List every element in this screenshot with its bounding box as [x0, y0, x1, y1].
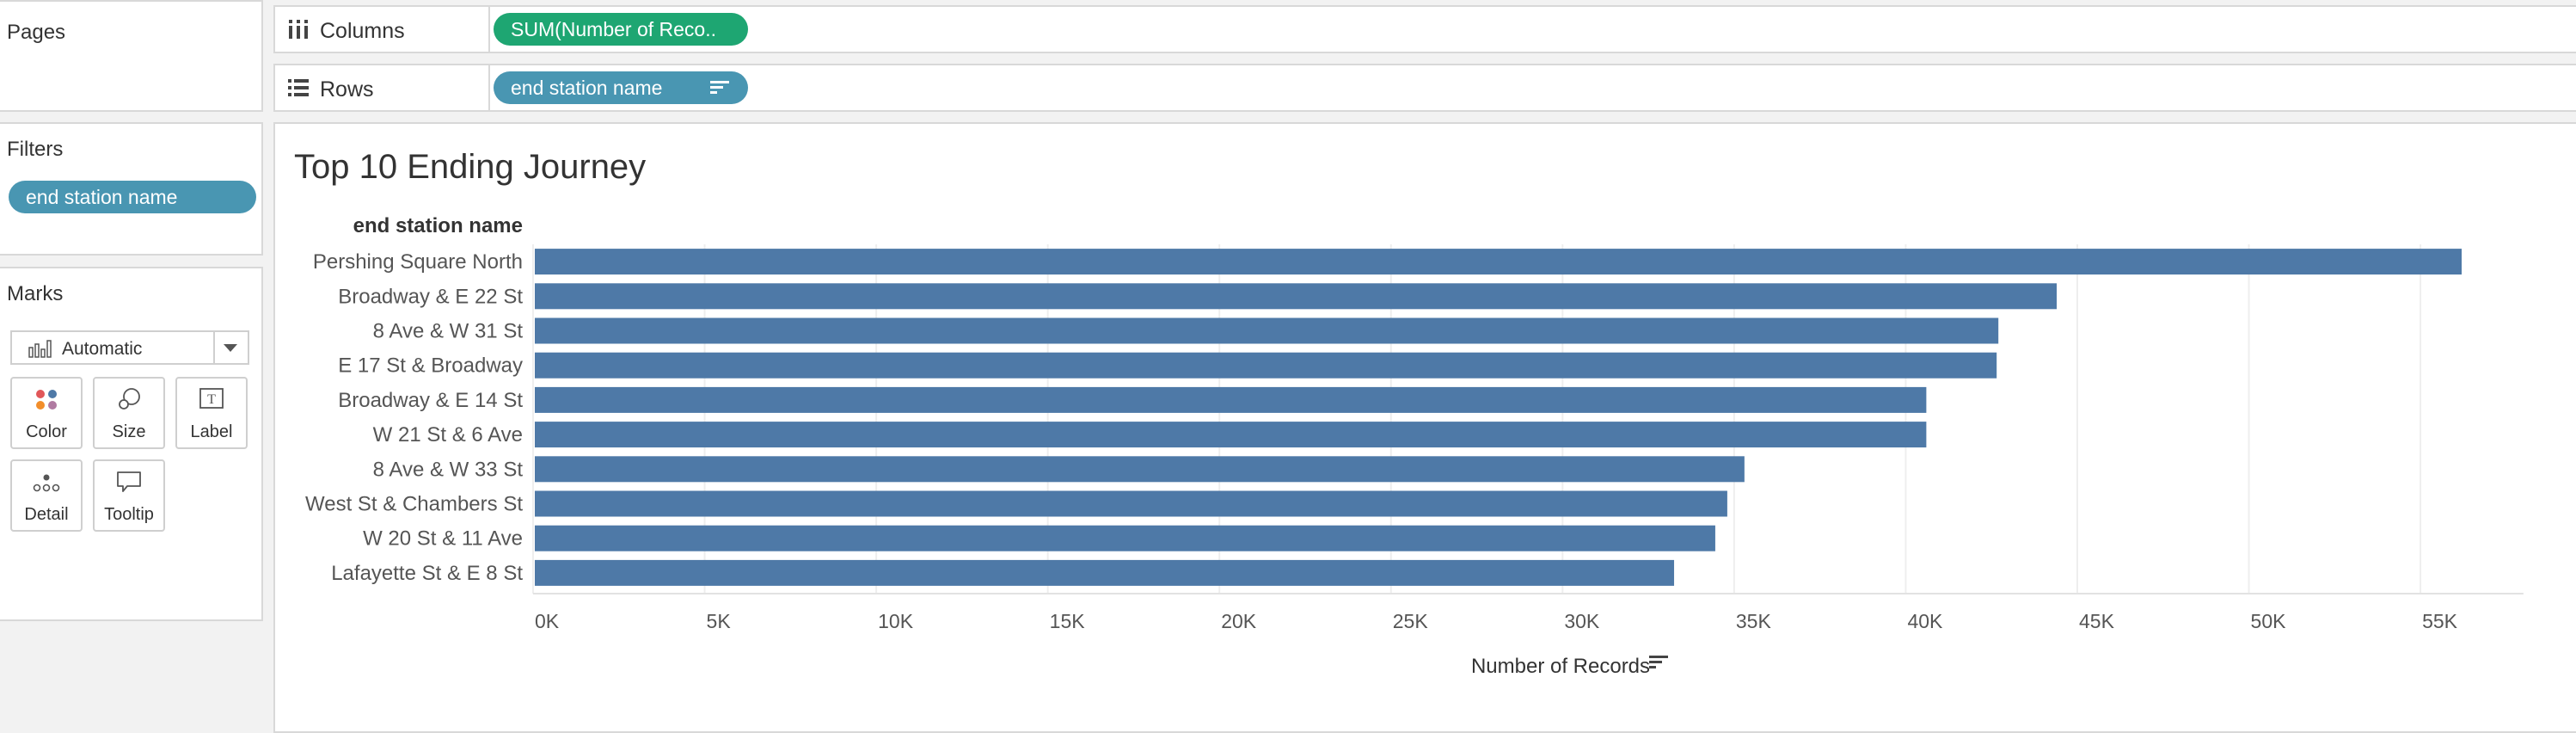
- detail-card-label: Detail: [24, 505, 69, 524]
- bar: [535, 249, 2462, 275]
- category-label: 8 Ave & W 33 St: [373, 458, 524, 481]
- bar: [535, 456, 1745, 483]
- columns-pill-sum-number-of-records[interactable]: SUM(Number of Reco..: [494, 13, 748, 46]
- category-label: Lafayette St & E 8 St: [331, 562, 523, 585]
- rows-shelf[interactable]: Rows end station name: [273, 64, 2576, 112]
- category-label: W 21 St & 6 Ave: [373, 423, 523, 447]
- category-label: Broadway & E 22 St: [338, 285, 523, 308]
- columns-label: Columns: [320, 19, 405, 43]
- label-card[interactable]: T Label: [175, 377, 248, 449]
- bar: [535, 283, 2058, 310]
- bar: [535, 386, 1927, 413]
- x-tick-label: 15K: [1050, 610, 1086, 632]
- category-label: W 20 St & 11 Ave: [363, 527, 523, 551]
- x-tick-label: 50K: [2251, 610, 2287, 632]
- category-label: Pershing Square North: [313, 250, 523, 274]
- x-tick-label: 40K: [1907, 610, 1943, 632]
- view-panel[interactable]: Top 10 Ending Journey end station name Pe…: [273, 122, 2576, 733]
- mark-type-value: Automatic: [62, 339, 143, 359]
- rows-icon: [288, 79, 309, 96]
- category-label: E 17 St & Broadway: [338, 354, 523, 378]
- x-axis-label: Number of Records: [1471, 655, 1650, 678]
- category-label: Broadway & E 14 St: [338, 389, 523, 412]
- x-tick-label: 35K: [1736, 610, 1772, 632]
- color-dots-icon: [36, 390, 57, 410]
- row-header: end station name: [353, 214, 523, 237]
- x-tick-label: 25K: [1393, 610, 1429, 632]
- bar: [535, 352, 1997, 379]
- detail-dots-icon: [33, 474, 60, 492]
- bar: [535, 490, 1727, 517]
- shelf-divider: [488, 7, 490, 52]
- label-card-label: Label: [190, 422, 233, 441]
- detail-card[interactable]: Detail: [10, 459, 83, 532]
- pages-title: Pages: [7, 21, 66, 44]
- dropdown-divider: [213, 332, 215, 363]
- color-card-label: Color: [26, 422, 67, 441]
- label-text-icon: T: [199, 388, 224, 409]
- size-card[interactable]: Size: [93, 377, 165, 449]
- mark-type-dropdown[interactable]: Automatic: [10, 330, 249, 365]
- chevron-down-icon: [224, 344, 237, 352]
- category-label: 8 Ave & W 31 St: [373, 320, 524, 343]
- marks-panel[interactable]: Marks Automatic Color Size T La: [0, 267, 263, 621]
- shelf-divider: [488, 65, 490, 110]
- tooltip-card[interactable]: Tooltip: [93, 459, 165, 532]
- sort-descending-icon: [710, 81, 729, 94]
- chart-title: Top 10 Ending Journey: [294, 148, 647, 186]
- svg-text:T: T: [207, 392, 216, 407]
- x-tick-label: 0K: [535, 610, 560, 632]
- size-shapes-icon: [119, 388, 140, 410]
- color-card[interactable]: Color: [10, 377, 83, 449]
- bar: [535, 317, 1999, 344]
- filter-pill-end-station-name[interactable]: end station name: [9, 181, 256, 213]
- bar: [535, 559, 1675, 586]
- rows-pill-end-station-name[interactable]: end station name: [494, 71, 748, 104]
- category-label: West St & Chambers St: [305, 493, 523, 516]
- size-card-label: Size: [112, 422, 146, 441]
- filters-panel[interactable]: Filters end station name: [0, 122, 263, 256]
- bar: [535, 525, 1715, 551]
- rows-label: Rows: [320, 77, 374, 102]
- axis-sort-icon[interactable]: [1649, 656, 1668, 668]
- x-tick-label: 30K: [1564, 610, 1600, 632]
- columns-shelf[interactable]: Columns SUM(Number of Reco..: [273, 5, 2576, 53]
- x-tick-label: 45K: [2079, 610, 2115, 632]
- x-tick-label: 55K: [2422, 610, 2458, 632]
- rows-pill-label: end station name: [511, 77, 663, 99]
- bar-chart: end station name Pershing Square North Bro…: [305, 214, 2524, 678]
- bar-chart-icon: [28, 340, 52, 358]
- pages-panel[interactable]: Pages: [0, 0, 263, 112]
- x-tick-label: 20K: [1221, 610, 1257, 632]
- x-tick-label: 10K: [878, 610, 914, 632]
- tooltip-card-label: Tooltip: [104, 505, 154, 524]
- bar: [535, 422, 1927, 448]
- filters-title: Filters: [7, 138, 64, 161]
- tooltip-bubble-icon: [117, 471, 141, 492]
- columns-icon: [289, 20, 308, 39]
- marks-title: Marks: [7, 282, 64, 305]
- x-tick-label: 5K: [707, 610, 732, 632]
